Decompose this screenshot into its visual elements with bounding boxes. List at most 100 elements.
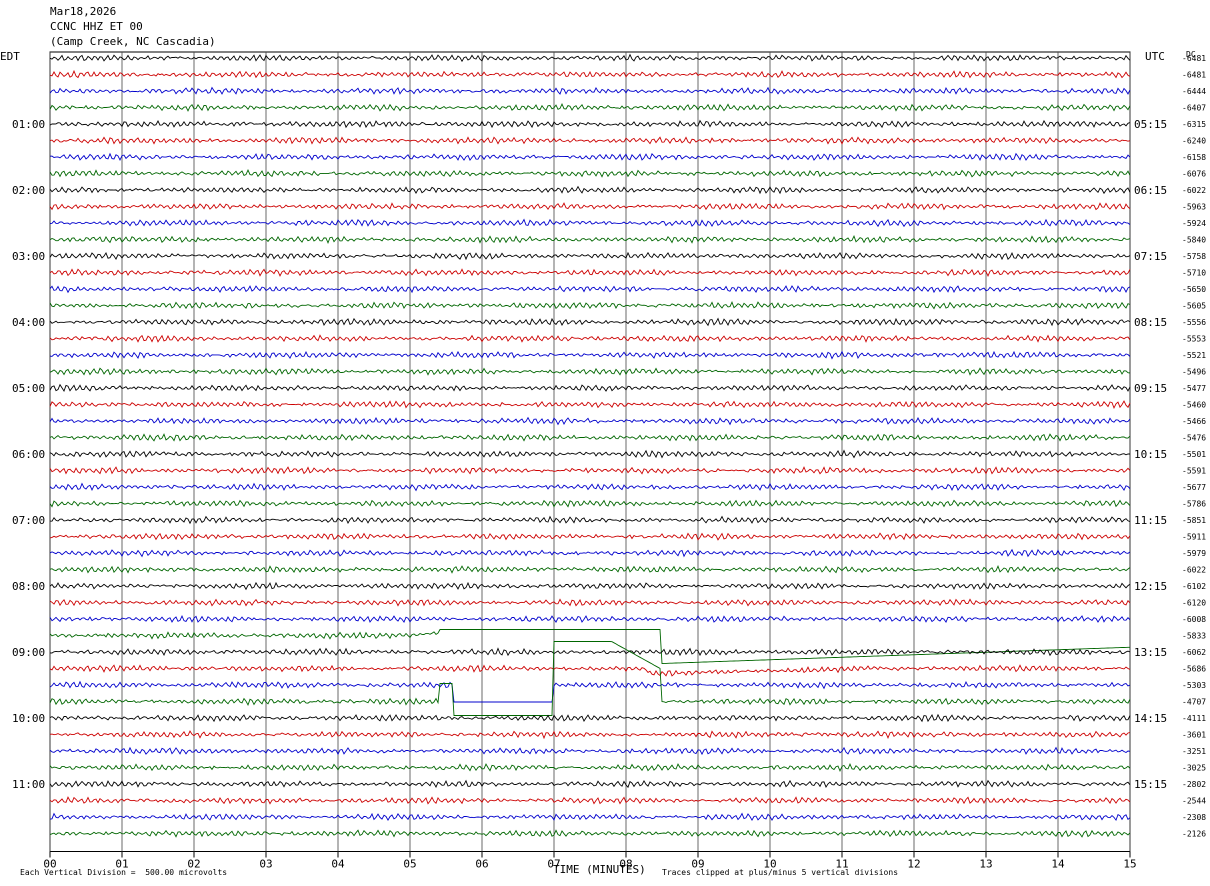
dc-offset-label: -5979 xyxy=(1182,549,1206,558)
left-hour-label: 09:00 xyxy=(12,646,45,659)
left-hour-label: 08:00 xyxy=(12,580,45,593)
trace-row xyxy=(49,136,1131,145)
dc-offset-label: -6008 xyxy=(1182,615,1206,624)
dc-offset-label: -5466 xyxy=(1182,417,1206,426)
x-tick-label: 11 xyxy=(835,858,848,871)
x-tick-label: 01 xyxy=(115,858,128,871)
header-date: Mar18,2026 xyxy=(50,5,117,18)
dc-offset-label: -5477 xyxy=(1182,384,1206,393)
x-tick-label: 07 xyxy=(547,858,560,871)
dc-offset-label: -5496 xyxy=(1182,368,1206,377)
trace-row xyxy=(49,647,1131,657)
trace-row xyxy=(49,152,1131,162)
right-hour-label: 09:15 xyxy=(1134,382,1167,395)
trace-row xyxy=(49,334,1131,343)
dc-offset-label: -5963 xyxy=(1182,203,1206,212)
trace-row xyxy=(49,581,1131,591)
trace-row xyxy=(49,680,1131,703)
x-tick-label: 14 xyxy=(1051,858,1065,871)
dc-offset-label: -5686 xyxy=(1182,665,1206,674)
x-tick-label: 06 xyxy=(475,858,488,871)
x-tick-label: 15 xyxy=(1123,858,1136,871)
trace-row xyxy=(49,532,1131,541)
dc-offset-label: -5786 xyxy=(1182,500,1206,509)
dc-offset-label: -6022 xyxy=(1182,566,1206,575)
right-hour-label: 10:15 xyxy=(1134,448,1167,461)
x-tick-label: 13 xyxy=(979,858,992,871)
trace-row xyxy=(49,548,1131,558)
dc-offset-label: -2126 xyxy=(1182,830,1206,839)
dc-offset-label: -3251 xyxy=(1182,747,1206,756)
trace-row xyxy=(49,235,1131,244)
x-tick-label: 10 xyxy=(763,858,776,871)
x-tick-label: 03 xyxy=(259,858,272,871)
left-hour-label: 03:00 xyxy=(12,250,45,263)
trace-row xyxy=(49,615,1131,624)
trace-row xyxy=(49,383,1131,393)
right-hour-label: 13:15 xyxy=(1134,646,1167,659)
left-hour-label: 07:00 xyxy=(12,514,45,527)
left-hour-label: 06:00 xyxy=(12,448,45,461)
trace-row xyxy=(49,285,1131,294)
dc-offset-label: -2308 xyxy=(1182,813,1206,822)
trace-row xyxy=(49,317,1131,327)
left-hour-label: 11:00 xyxy=(12,778,45,791)
dc-offset-label: -6102 xyxy=(1182,582,1206,591)
trace-row xyxy=(49,564,1131,574)
axis-labels: 00 01 02 03 04 05 06 07 08 09 10 11 12 13 14 15 -6481 -64… xyxy=(12,54,1206,871)
trace-row xyxy=(49,466,1131,475)
dc-offset-label: -6120 xyxy=(1182,599,1206,608)
trace-row xyxy=(49,779,1131,789)
trace-row xyxy=(49,730,1131,740)
trace-row xyxy=(49,268,1131,277)
trace-row xyxy=(49,119,1131,129)
dc-offset-label: -6444 xyxy=(1182,87,1206,96)
right-hour-label: 05:15 xyxy=(1134,118,1167,131)
trace-row xyxy=(49,103,1131,112)
left-hour-label: 05:00 xyxy=(12,382,45,395)
seismic-traces xyxy=(49,53,1131,838)
scale-note: Each Vertical Division = 500.00 microvol… xyxy=(20,868,228,877)
dc-offset-label: -2544 xyxy=(1182,797,1206,806)
x-tick-label: 05 xyxy=(403,858,416,871)
dc-offset-label: -5677 xyxy=(1182,483,1206,492)
dc-offset-label: -6062 xyxy=(1182,648,1206,657)
left-hour-label: 10:00 xyxy=(12,712,45,725)
dc-offset-label: -5521 xyxy=(1182,351,1206,360)
trace-row xyxy=(49,629,1130,664)
dc-offset-label: -6481 xyxy=(1182,71,1206,80)
trace-row xyxy=(49,499,1131,508)
dc-label: DC xyxy=(1186,50,1196,59)
dc-offset-label: -5476 xyxy=(1182,434,1206,443)
right-hour-label: 08:15 xyxy=(1134,316,1167,329)
right-hour-label: 07:15 xyxy=(1134,250,1167,263)
dc-offset-label: -6240 xyxy=(1182,137,1206,146)
dc-offset-label: -5833 xyxy=(1182,632,1206,641)
dc-offset-label: -5591 xyxy=(1182,467,1206,476)
dc-offset-label: -5924 xyxy=(1182,219,1206,228)
dc-offset-label: -5460 xyxy=(1182,401,1206,410)
x-tick-label: 02 xyxy=(187,858,200,871)
x-tick-label: 08 xyxy=(619,858,632,871)
right-hour-label: 15:15 xyxy=(1134,778,1167,791)
trace-row xyxy=(49,169,1131,178)
trace-row xyxy=(49,641,1131,716)
x-tick-label: 12 xyxy=(907,858,920,871)
dc-offset-label: -5840 xyxy=(1182,236,1206,245)
dc-offset-label: -5303 xyxy=(1182,681,1206,690)
dc-offset-label: -5605 xyxy=(1182,302,1206,311)
dc-offset-label: -5758 xyxy=(1182,252,1206,261)
dc-offset-label: -5501 xyxy=(1182,450,1206,459)
left-timezone-label: EDT xyxy=(0,50,20,63)
trace-row xyxy=(49,86,1131,95)
trace-row xyxy=(49,69,1131,79)
right-hour-label: 14:15 xyxy=(1134,712,1167,725)
dc-offset-label: -6315 xyxy=(1182,120,1206,129)
right-hour-label: 11:15 xyxy=(1134,514,1167,527)
trace-row xyxy=(49,350,1131,360)
dc-offset-label: -6022 xyxy=(1182,186,1206,195)
trace-row xyxy=(49,713,1131,723)
x-tick-label: 00 xyxy=(43,858,56,871)
dc-offset-label: -3601 xyxy=(1182,731,1206,740)
trace-row xyxy=(49,482,1131,492)
